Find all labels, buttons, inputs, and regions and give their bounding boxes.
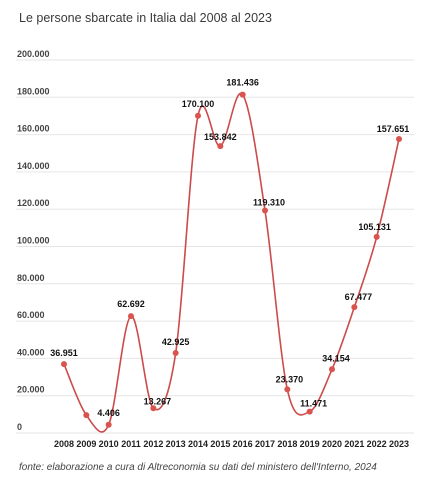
data-point — [172, 349, 179, 356]
series-line — [63, 92, 400, 433]
data-point — [217, 143, 224, 150]
data-points — [61, 91, 402, 428]
data-label: 62.692 — [117, 299, 145, 309]
data-labels: 36.951 4.406 62.692 13.267 42.925 170.100 153.… — [50, 78, 409, 418]
x-tick-label: 2020 — [322, 439, 342, 449]
data-point — [61, 361, 67, 368]
data-point — [329, 366, 335, 373]
data-point — [284, 386, 291, 393]
y-tick-label: 60.000 — [17, 310, 45, 320]
y-tick-label: 20.000 — [17, 385, 45, 395]
x-tick-label: 2013 — [166, 439, 186, 449]
data-point — [128, 313, 134, 320]
y-tick-label: 160.000 — [17, 124, 50, 134]
data-point — [83, 412, 90, 419]
data-label: 170.100 — [182, 99, 215, 109]
data-point — [195, 112, 201, 119]
data-point — [262, 207, 268, 214]
chart-title: Le persone sbarcate in Italia dal 2008 a… — [19, 11, 272, 25]
y-tick-label: 180.000 — [17, 86, 50, 96]
x-tick-label: 2015 — [210, 439, 230, 449]
y-axis-ticks: 0 20.000 40.000 60.000 80.000 100.000 120.000 1… — [17, 49, 50, 432]
x-tick-label: 2014 — [188, 439, 208, 449]
x-tick-label: 2008 — [54, 439, 74, 449]
y-tick-label: 140.000 — [17, 161, 50, 171]
x-tick-label: 2009 — [76, 439, 96, 449]
y-tick-label: 100.000 — [17, 236, 50, 246]
data-point — [150, 405, 157, 412]
data-point — [239, 91, 246, 98]
data-point — [306, 408, 313, 415]
data-label: 181.436 — [226, 78, 259, 88]
x-axis-ticks: 2008 2009 2010 2011 2012 2013 2014 2015 2016 2017… — [54, 439, 409, 449]
data-point — [351, 304, 358, 311]
x-tick-label: 2010 — [99, 439, 119, 449]
x-tick-label: 2017 — [255, 439, 275, 449]
data-label: 119.310 — [253, 197, 285, 207]
data-label: 13.267 — [144, 396, 172, 406]
data-point — [105, 421, 112, 428]
x-tick-label: 2012 — [143, 439, 163, 449]
data-label: 11.471 — [300, 399, 327, 409]
data-point — [396, 135, 402, 142]
x-tick-label: 2022 — [367, 439, 387, 449]
x-tick-label: 2011 — [121, 439, 141, 449]
y-tick-label: 0 — [17, 422, 22, 432]
data-point — [373, 233, 380, 240]
x-tick-label: 2023 — [389, 439, 409, 449]
data-label: 153.842 — [204, 132, 237, 142]
x-tick-label: 2021 — [344, 439, 364, 449]
y-tick-label: 80.000 — [17, 273, 45, 283]
x-tick-label: 2016 — [233, 439, 253, 449]
x-tick-label: 2018 — [277, 439, 297, 449]
y-tick-label: 200.000 — [17, 49, 50, 59]
data-label: 105.131 — [358, 222, 391, 232]
data-label: 67.477 — [345, 292, 373, 302]
data-label: 4.406 — [97, 408, 120, 418]
chart-source-note: fonte: elaborazione a cura di Altreconom… — [19, 462, 377, 473]
data-label: 42.925 — [162, 337, 190, 347]
data-label: 157.651 — [377, 124, 410, 134]
x-tick-label: 2019 — [300, 439, 320, 449]
data-label: 36.951 — [50, 348, 78, 358]
data-label: 34.154 — [322, 353, 350, 363]
y-tick-label: 120.000 — [17, 198, 50, 208]
y-tick-label: 40.000 — [17, 347, 45, 357]
data-label: 23.370 — [276, 374, 304, 384]
grid-lines — [16, 59, 414, 434]
